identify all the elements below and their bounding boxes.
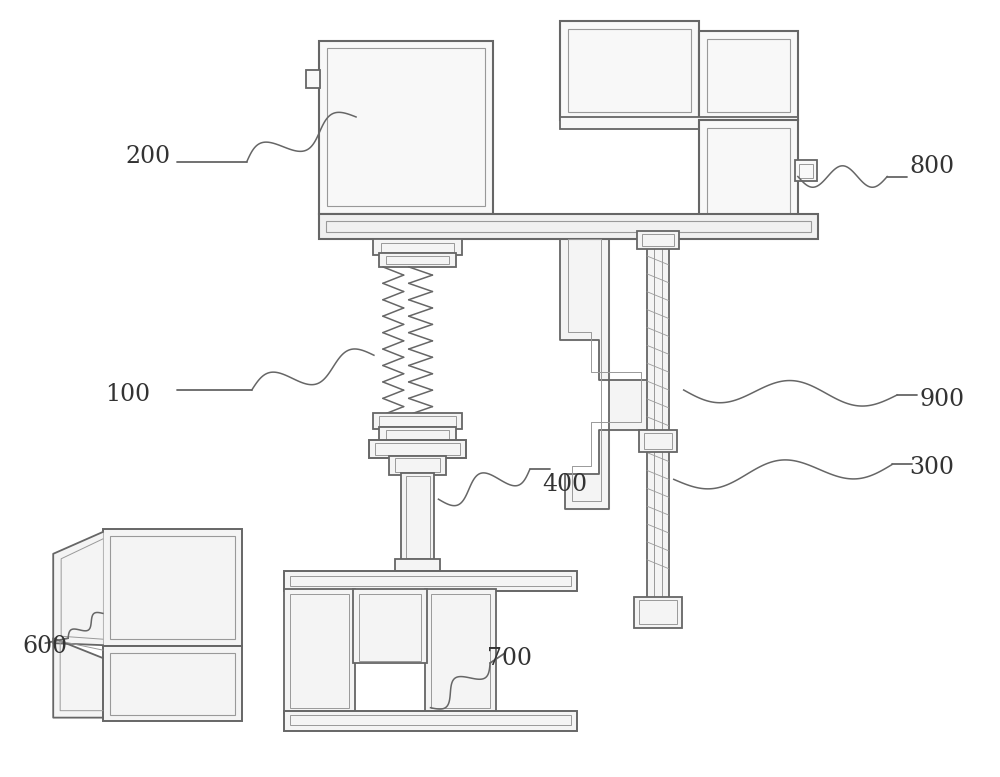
- Bar: [431, 594, 490, 708]
- Bar: [401, 473, 434, 561]
- Bar: [103, 529, 242, 646]
- Bar: [642, 234, 674, 246]
- Text: 600: 600: [23, 635, 68, 657]
- Bar: [795, 159, 817, 182]
- Bar: [290, 715, 571, 725]
- Bar: [560, 117, 798, 129]
- Bar: [373, 239, 462, 255]
- Polygon shape: [560, 239, 649, 509]
- Bar: [647, 239, 669, 622]
- Bar: [568, 29, 691, 112]
- Bar: [560, 21, 699, 120]
- Bar: [110, 653, 235, 715]
- Bar: [284, 570, 577, 591]
- Bar: [644, 433, 672, 448]
- Bar: [359, 594, 421, 661]
- Bar: [284, 711, 577, 730]
- Bar: [326, 221, 811, 232]
- Bar: [406, 476, 430, 558]
- Polygon shape: [53, 638, 103, 718]
- Bar: [369, 440, 466, 458]
- Bar: [395, 559, 440, 570]
- Bar: [707, 39, 790, 112]
- Bar: [306, 70, 320, 88]
- Bar: [425, 588, 496, 713]
- Bar: [634, 597, 682, 629]
- Bar: [386, 430, 449, 439]
- Bar: [799, 164, 813, 177]
- Bar: [639, 601, 677, 624]
- Text: 300: 300: [909, 456, 954, 479]
- Bar: [379, 427, 456, 441]
- Text: 900: 900: [919, 388, 964, 411]
- Bar: [699, 30, 798, 120]
- Bar: [707, 128, 790, 216]
- Bar: [353, 588, 427, 663]
- Bar: [637, 231, 679, 249]
- Bar: [639, 430, 677, 451]
- Bar: [375, 443, 460, 455]
- Bar: [290, 576, 571, 586]
- Polygon shape: [53, 532, 103, 645]
- Bar: [319, 40, 493, 214]
- Bar: [103, 646, 242, 720]
- Bar: [381, 243, 454, 252]
- Text: 800: 800: [909, 155, 954, 178]
- Bar: [379, 416, 456, 426]
- Text: 400: 400: [542, 473, 587, 496]
- Bar: [319, 214, 818, 239]
- Bar: [389, 455, 446, 476]
- Bar: [699, 120, 798, 225]
- Bar: [373, 413, 462, 429]
- Bar: [327, 48, 485, 207]
- Bar: [379, 253, 456, 267]
- Bar: [395, 458, 440, 472]
- Bar: [290, 594, 349, 708]
- Text: 700: 700: [487, 646, 532, 670]
- Text: 100: 100: [105, 384, 150, 406]
- Text: 200: 200: [125, 145, 170, 168]
- Bar: [386, 256, 449, 264]
- Bar: [110, 536, 235, 639]
- Bar: [284, 588, 355, 713]
